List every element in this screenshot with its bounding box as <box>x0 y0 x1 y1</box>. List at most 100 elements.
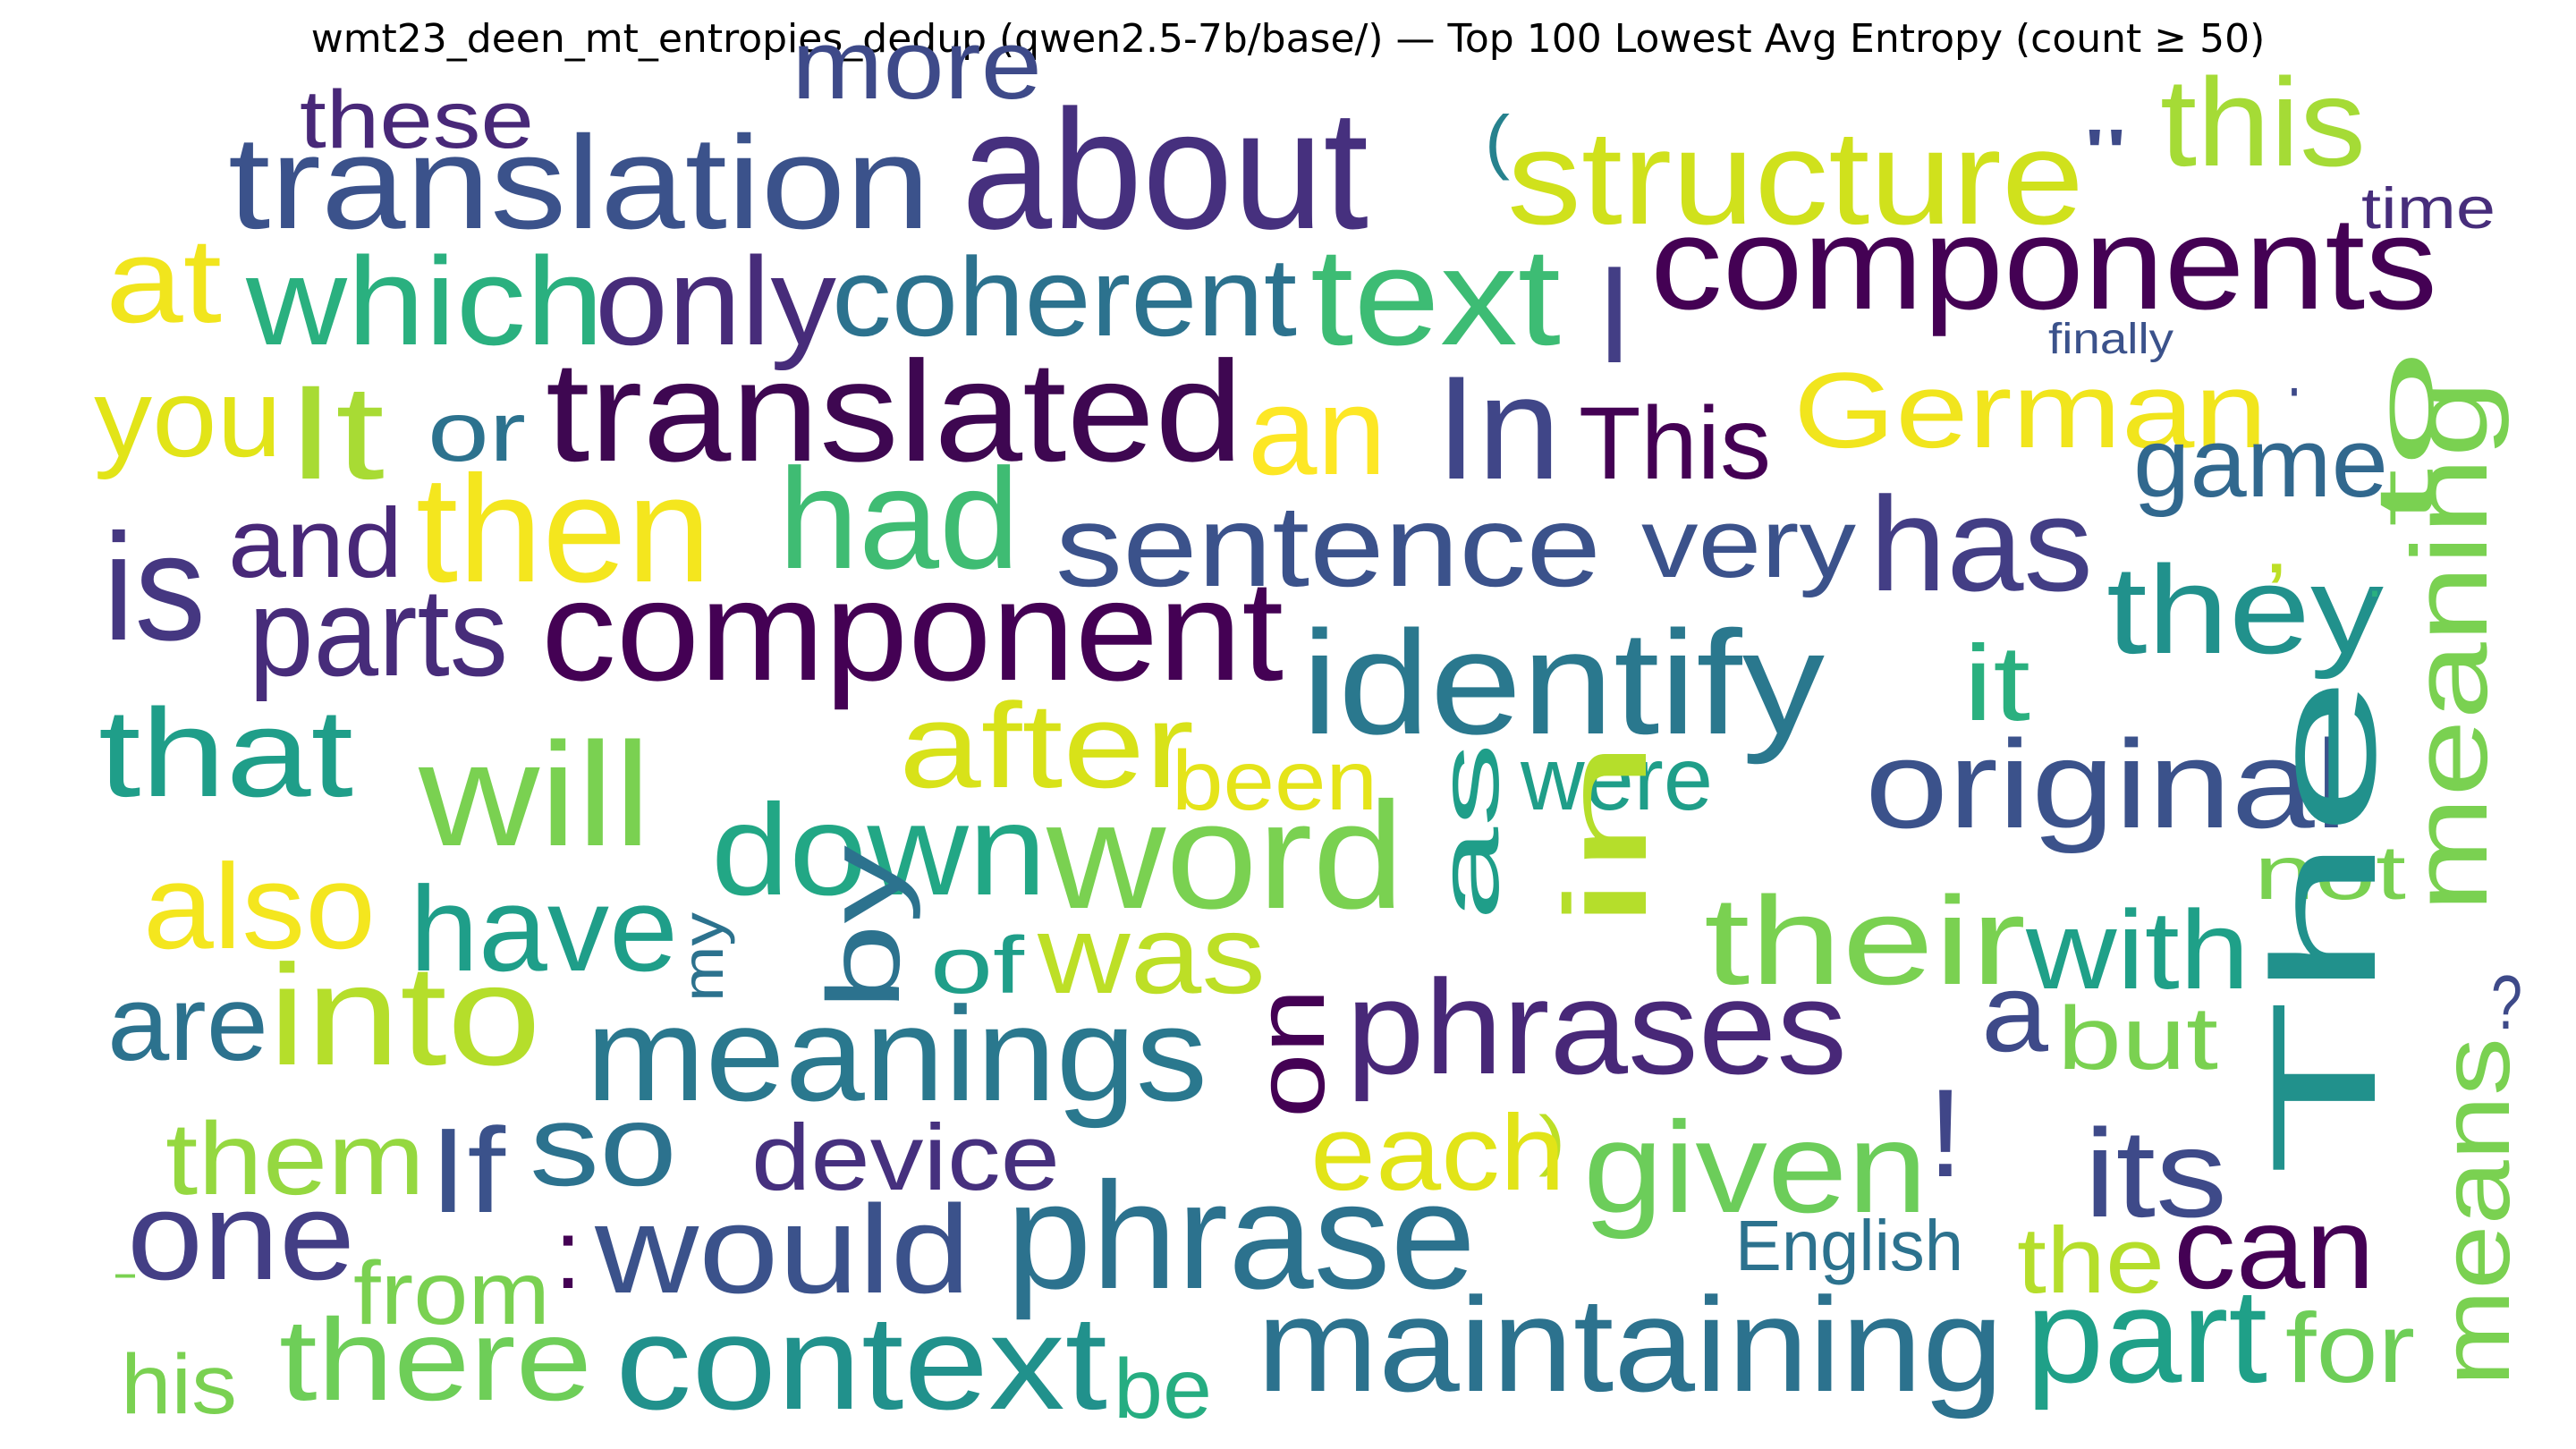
word-meaning: meaning <box>2390 380 2510 912</box>
word-was: was <box>1037 893 1266 1017</box>
word-symbol-42: · <box>2366 560 2384 620</box>
word-it: It <box>286 357 385 507</box>
word-identify: identify <box>1301 600 1826 765</box>
word-very: very <box>1641 488 1856 598</box>
word-its: its <box>2084 1103 2227 1243</box>
word-of: of <box>930 921 1025 1011</box>
word-these: these <box>300 74 534 165</box>
word-this: This <box>1579 386 1771 501</box>
word-they: they <box>2106 539 2384 680</box>
word-it: it <box>1963 623 2030 743</box>
word-on: on <box>1235 988 1345 1118</box>
word-will: will <box>418 712 651 877</box>
word-then: then <box>416 445 711 614</box>
word-been: been <box>1172 733 1377 828</box>
word-an: an <box>1248 360 1386 501</box>
word-so: so <box>530 1080 677 1210</box>
word-symbol-2: ( <box>1485 101 1510 181</box>
word-also: also <box>143 839 376 974</box>
word-can: can <box>2174 1182 2375 1313</box>
word-a: a <box>1981 951 2049 1075</box>
word-each: each <box>1310 1093 1565 1213</box>
word-the: the <box>2017 1208 2165 1313</box>
word-you: you <box>94 356 282 480</box>
word-is: is <box>103 503 206 673</box>
word-components: components <box>1650 190 2437 337</box>
chart-title: wmt23_deen_mt_entropies_dedup (qwen2.5-7… <box>310 16 2266 62</box>
word-if: If <box>429 1103 506 1238</box>
word-has: has <box>1869 469 2093 619</box>
word-component: component <box>541 550 1284 710</box>
word-device: device <box>751 1106 1060 1210</box>
word-the: The <box>2241 675 2406 1176</box>
word-had: had <box>778 438 1020 598</box>
word-symbol-82: : <box>555 1199 581 1309</box>
word-in: in <box>1540 738 1671 930</box>
word-to: to <box>2361 349 2451 528</box>
word-meanings: meanings <box>586 979 1208 1129</box>
word-coherent: coherent <box>832 235 1297 360</box>
word-which: which <box>245 231 604 371</box>
word-structure: structure <box>1507 102 2084 252</box>
word-symbol-25: · <box>2285 347 2303 427</box>
word-parts: parts <box>249 562 508 702</box>
word-finally: finally <box>2048 316 2174 363</box>
word-were: were <box>1520 729 1713 829</box>
word-part: part <box>2026 1260 2267 1411</box>
word-about: about <box>962 75 1368 265</box>
word-symbol-79: ! <box>1928 1063 1963 1203</box>
word-symbol-87: - <box>112 1248 139 1298</box>
word-them: them <box>165 1102 425 1216</box>
word-symbol-76: ) <box>1538 1102 1565 1177</box>
word-symbol-70: ? <box>2491 961 2522 1046</box>
word-original: original <box>1865 714 2348 854</box>
word-that: that <box>98 682 353 823</box>
word-in: In <box>1436 345 1561 510</box>
word-symbol-7: " <box>2084 114 2127 194</box>
word-time: time <box>2361 175 2496 241</box>
word-one: one <box>127 1165 355 1306</box>
word-not: not <box>2254 831 2406 916</box>
word-maintaining: maintaining <box>1257 1269 2004 1419</box>
word-means: means <box>2420 1038 2530 1386</box>
word-down: down <box>711 777 1046 922</box>
word-are: are <box>107 963 268 1083</box>
word-this: this <box>2160 52 2366 192</box>
word-given: given <box>1583 1095 1928 1240</box>
word-my: my <box>670 911 735 1002</box>
word-from: from <box>353 1243 550 1343</box>
word-be: be <box>1114 1342 1212 1436</box>
word-text: text <box>1310 219 1561 374</box>
word-translated: translated <box>546 331 1243 491</box>
word-but: but <box>2057 988 2218 1089</box>
word-game: game <box>2133 408 2388 518</box>
word-have: have <box>410 861 678 996</box>
word-sentence: sentence <box>1055 480 1601 611</box>
word-their: their <box>1704 870 2026 1011</box>
word-or: or <box>428 385 526 479</box>
word-i: I <box>1597 237 1632 392</box>
word-by: by <box>807 844 921 1011</box>
word-phrase: phrase <box>1006 1151 1476 1321</box>
word-would: would <box>594 1179 970 1319</box>
word-as: as <box>1422 742 1517 921</box>
word-phrases: phrases <box>1346 952 1847 1102</box>
word-word: word <box>1046 771 1404 941</box>
word-his: his <box>121 1337 237 1432</box>
word-symbol-35: , <box>2263 501 2290 590</box>
word-english: English <box>1735 1206 1963 1285</box>
word-german: German <box>1793 351 2267 470</box>
word-for: for <box>2285 1293 2415 1403</box>
word-only: only <box>595 231 836 371</box>
word-translation: translation <box>228 109 930 257</box>
word-there: there <box>279 1294 592 1425</box>
word-and: and <box>228 488 402 598</box>
word-at: at <box>106 213 222 348</box>
word-with: with <box>2025 888 2250 1013</box>
word-context: context <box>615 1287 1107 1437</box>
word-more: more <box>792 10 1042 120</box>
word-into: into <box>268 935 541 1095</box>
word-after: after <box>899 678 1194 813</box>
